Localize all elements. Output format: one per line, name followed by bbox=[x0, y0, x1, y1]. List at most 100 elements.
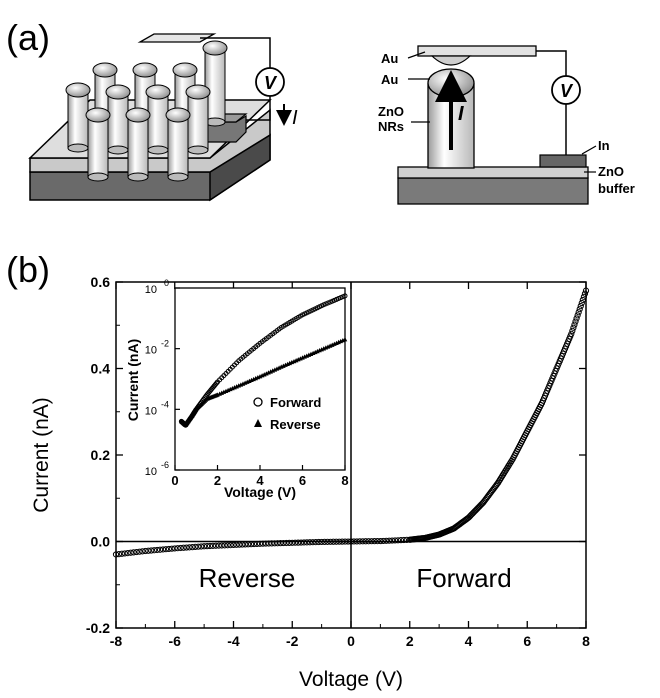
main-data-point-fill bbox=[145, 547, 152, 554]
voltmeter-symbol: V bbox=[264, 73, 278, 93]
main-data-point bbox=[568, 330, 575, 337]
nanorod-pillar bbox=[65, 82, 91, 153]
main-data-point-fill bbox=[274, 540, 281, 547]
right-schematic: I V Au Au ZnO NRs In ZnO buffer bbox=[378, 45, 635, 205]
label-au-cap: Au bbox=[381, 72, 398, 87]
main-data-point-fill bbox=[148, 547, 155, 554]
main-data-point-fill bbox=[139, 548, 146, 555]
main-data-point-fill bbox=[253, 540, 261, 548]
main-data-point-fill bbox=[186, 544, 193, 551]
main-x-tick-label: 4 bbox=[465, 633, 473, 649]
main-data-point-fill bbox=[256, 540, 264, 547]
wire-right-top bbox=[536, 50, 567, 76]
nanorod-pillar bbox=[202, 40, 228, 127]
main-data-point-fill bbox=[242, 541, 249, 548]
inset-x-tick-label: 8 bbox=[341, 473, 348, 488]
main-data-point-fill bbox=[576, 306, 583, 313]
main-data-point-fill bbox=[575, 309, 582, 316]
main-data-point-fill bbox=[333, 538, 340, 545]
inset-y-tick-exponent: -6 bbox=[161, 460, 169, 470]
main-data-point bbox=[171, 545, 178, 552]
main-data-point-fill bbox=[133, 548, 140, 556]
main-x-tick-label: 8 bbox=[582, 633, 590, 649]
main-data-point-fill bbox=[159, 546, 167, 553]
main-data-point-fill bbox=[389, 537, 396, 544]
main-data-point-fill bbox=[309, 539, 316, 546]
legend-reverse-marker bbox=[254, 419, 262, 427]
inset-forward-point bbox=[342, 293, 348, 299]
main-data-point-fill bbox=[136, 548, 143, 555]
probe-plate bbox=[137, 33, 217, 43]
main-data-point-fill bbox=[374, 538, 381, 545]
main-data-point-fill bbox=[236, 541, 243, 548]
substrate-layer bbox=[397, 177, 589, 205]
wire-top bbox=[200, 37, 271, 68]
main-data-point-fill bbox=[209, 542, 217, 549]
main-data-point-fill bbox=[365, 538, 372, 545]
main-data-point-fill bbox=[203, 543, 211, 550]
main-data-point-fill bbox=[189, 544, 196, 551]
main-data-point-fill bbox=[362, 538, 369, 545]
leader-in bbox=[581, 145, 597, 155]
main-x-tick-label: -2 bbox=[286, 633, 299, 649]
main-data-point-fill bbox=[154, 546, 161, 554]
main-data-point-fill bbox=[303, 539, 311, 546]
inset-x-axis-label: Voltage (V) bbox=[224, 484, 296, 500]
inset-x-tick-label: 2 bbox=[214, 473, 221, 488]
main-data-point-fill bbox=[283, 539, 290, 547]
main-data-point-fill bbox=[168, 545, 175, 552]
nanorod-pillar bbox=[105, 84, 131, 155]
main-data-point-fill bbox=[174, 545, 181, 552]
inset-x-tick-label: 0 bbox=[171, 473, 178, 488]
panel-a-label: (a) bbox=[6, 17, 50, 58]
main-data-point-fill bbox=[221, 542, 228, 549]
zno-buffer-layer bbox=[397, 166, 589, 179]
main-data-point-fill bbox=[130, 549, 137, 556]
inset-y-tick-exponent: -2 bbox=[161, 339, 169, 349]
main-data-point-fill bbox=[115, 551, 123, 558]
main-data-point-fill bbox=[342, 538, 349, 545]
au-probe-tip bbox=[430, 55, 472, 66]
main-x-tick-label: 6 bbox=[523, 633, 531, 649]
main-data-point-fill bbox=[339, 538, 346, 545]
inset-legend: Forward Reverse bbox=[253, 395, 321, 432]
left-schematic: V I bbox=[28, 33, 298, 202]
main-data-point-fill bbox=[574, 312, 581, 319]
main-data-point-fill bbox=[192, 543, 199, 551]
main-data-point-fill bbox=[198, 543, 205, 550]
label-buffer: buffer bbox=[598, 181, 635, 196]
main-data-point-fill bbox=[224, 542, 231, 549]
legend-forward-label: Forward bbox=[270, 395, 321, 410]
main-data-point-fill bbox=[572, 318, 579, 325]
inset-y-tick-label: 10 bbox=[145, 345, 157, 357]
main-data-point-fill bbox=[277, 540, 284, 547]
main-data-point-fill bbox=[570, 324, 577, 331]
main-data-point-fill bbox=[578, 299, 585, 307]
legend-reverse-label: Reverse bbox=[270, 417, 321, 432]
main-data-point-fill bbox=[300, 539, 308, 546]
main-data-point bbox=[230, 541, 237, 549]
main-data-point-fill bbox=[151, 547, 158, 554]
nanorod-array bbox=[65, 40, 228, 182]
main-data-point-fill bbox=[368, 538, 375, 545]
main-data-point-fill bbox=[227, 541, 234, 549]
main-data-point-fill bbox=[371, 538, 378, 545]
main-data-point bbox=[259, 540, 266, 547]
inset-x-tick-label: 4 bbox=[256, 473, 264, 488]
main-data-point-fill bbox=[286, 539, 293, 546]
main-data-point-fill bbox=[573, 315, 580, 322]
main-data-point-fill bbox=[344, 538, 352, 545]
inset-y-tick-label: 10 bbox=[145, 466, 157, 478]
main-data-point bbox=[377, 537, 384, 545]
main-data-point-fill bbox=[394, 537, 402, 544]
nanorod-pillar bbox=[145, 84, 171, 155]
main-data-point bbox=[318, 538, 325, 546]
main-data-point-fill bbox=[356, 538, 363, 545]
main-data-point-fill bbox=[292, 539, 299, 546]
main-data-point-fill bbox=[581, 290, 589, 297]
inset-y-tick-exponent: -4 bbox=[161, 399, 169, 409]
main-data-point-fill bbox=[262, 540, 269, 547]
main-data-point bbox=[142, 547, 149, 555]
label-au-top: Au bbox=[381, 51, 398, 66]
